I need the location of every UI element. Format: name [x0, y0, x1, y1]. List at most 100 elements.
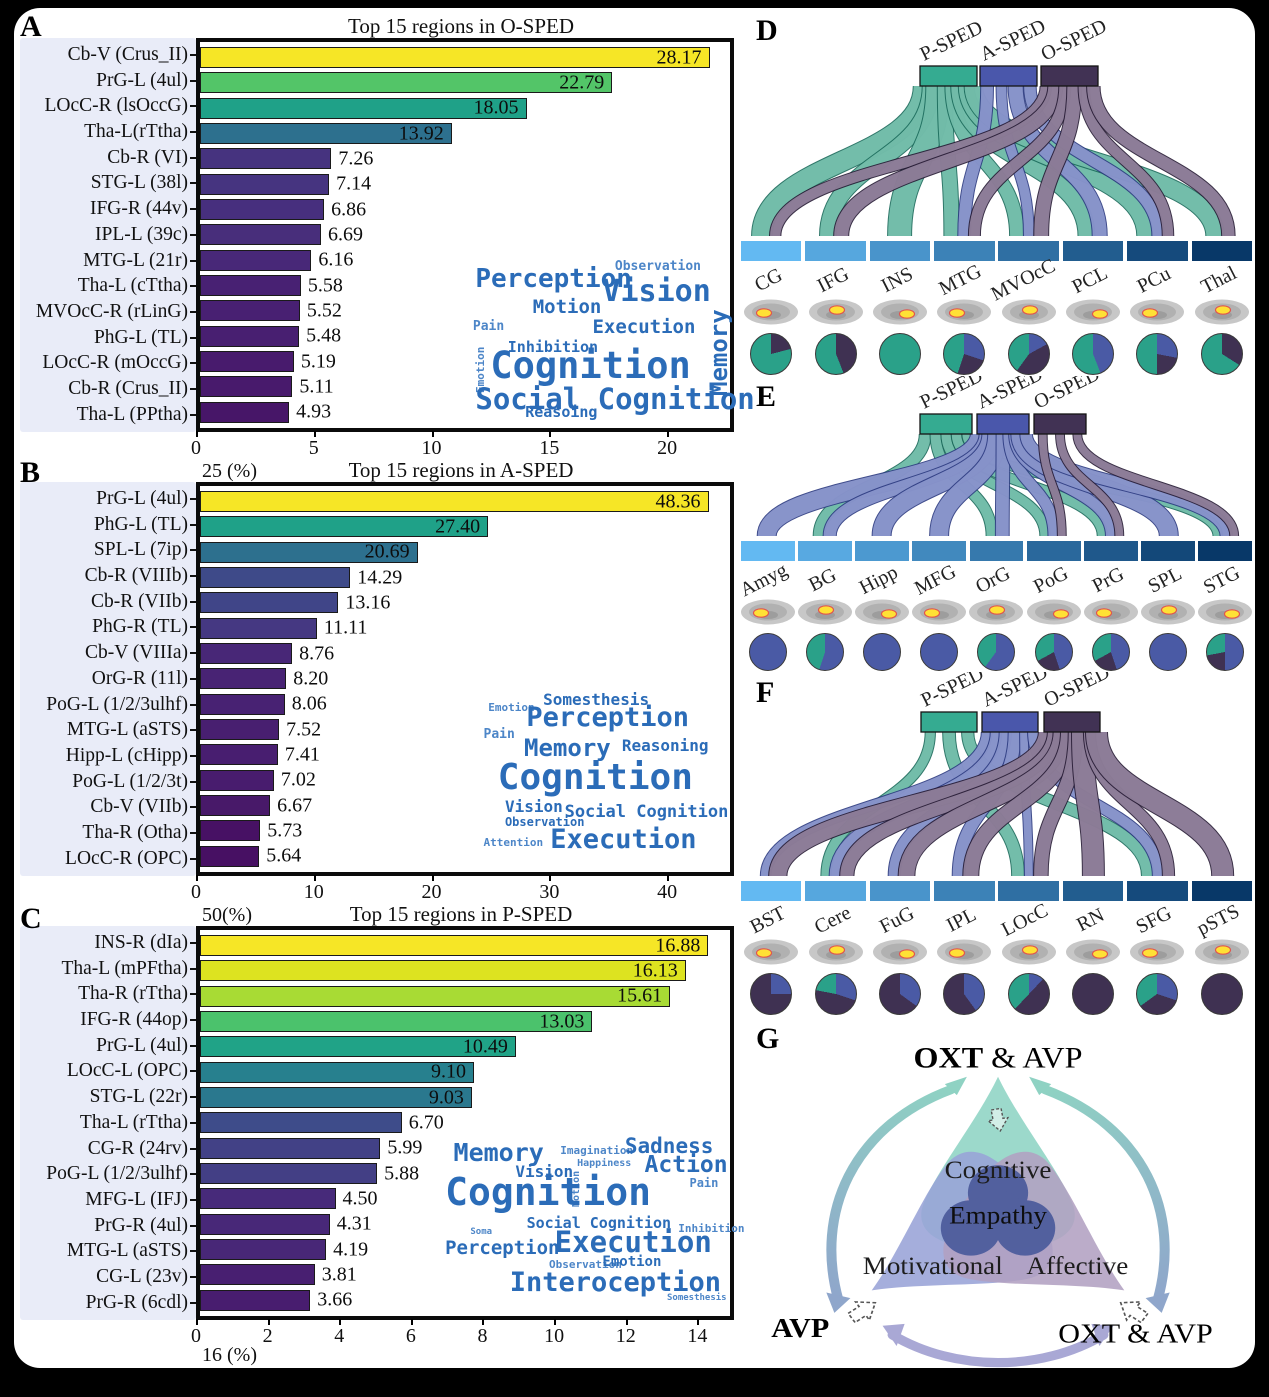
bar-category: PrG-L (4ul): [20, 70, 196, 92]
bar-category-label: Cb-R (VIIIb): [84, 565, 188, 587]
bar-value: 5.88: [384, 1162, 420, 1185]
panel-c-axis-label: 16 (%): [202, 1344, 257, 1366]
brain-map: [911, 599, 967, 630]
bar-category-label: STG-L (22r): [89, 1086, 188, 1108]
axis-tick: 2: [262, 1319, 273, 1347]
bar-category-label: Tha-R (rTtha): [78, 983, 188, 1005]
bar: [200, 351, 294, 373]
region-label: INS: [877, 262, 917, 298]
bar-category-label: Tha-L (PPtha): [76, 403, 188, 425]
brain-slice-image: [912, 599, 967, 625]
bar-value: 5.19: [300, 350, 336, 373]
wordcloud-term: Cognition: [497, 757, 693, 799]
panel-letter-c: C: [20, 902, 42, 935]
bar-row: 8.20: [200, 667, 730, 690]
bar-category: SPL-L (7ip): [20, 539, 196, 561]
panel-c-ylabels: INS-R (dIa) Tha-L (mPFtha) Tha-R (rTtha) IF…: [20, 926, 196, 1320]
sankey-source-label: P-SPED: [918, 672, 988, 711]
bar-value: 6.69: [328, 223, 363, 246]
bar-row: 5.99: [200, 1137, 730, 1159]
bar-row: 4.19: [200, 1238, 730, 1261]
bar-row: 6.70: [200, 1111, 730, 1134]
region-composition-pie: [1072, 333, 1115, 375]
sankey-ribbon-a-sped: [1020, 432, 1233, 538]
bar-category: Cb-V (Crus_II): [20, 44, 196, 66]
wordcloud-term: Perception: [526, 702, 689, 734]
bar-value: 6.16: [318, 248, 354, 271]
bar-row: 6.16: [200, 248, 730, 271]
panel-c-wordcloud: Memory Imagination Sadness Vision Happiness A…: [445, 1132, 744, 1310]
brain-slice-image: [1001, 939, 1056, 965]
bar-row: 3.66: [200, 1289, 730, 1311]
region-column: PCu: [1125, 241, 1189, 375]
bar-value: 16.88: [655, 934, 701, 957]
bar-category-label: Tha-L(rTtha): [84, 121, 188, 143]
panel-letter-g: G: [756, 1022, 780, 1055]
wordcloud-term: Memory: [453, 1137, 544, 1167]
wordcloud-term: Social Cognition: [526, 1213, 672, 1232]
wordcloud-term: Perception: [445, 1236, 560, 1259]
region-column: IPL: [932, 881, 996, 1015]
panel-a-wordcloud: Perception Observation Motion Vision Memory P…: [473, 258, 755, 420]
brain-map: [872, 939, 928, 970]
y-tick-mark: [190, 993, 196, 996]
bar-row: 16.13: [200, 959, 730, 982]
y-tick-mark: [190, 1044, 196, 1047]
bar-row: 5.58: [200, 274, 730, 297]
bar-category-label: Cb-R (Crus_II): [68, 378, 188, 400]
y-tick-mark: [190, 652, 196, 655]
bar-row: 20.69: [200, 540, 730, 563]
wordcloud-term: Pain: [483, 726, 515, 742]
bar-category: PrG-L (4ul): [20, 488, 196, 510]
y-tick-mark: [190, 967, 196, 970]
bar-value: 5.52: [306, 299, 342, 322]
bar-category: LOcC-R (OPC): [20, 848, 196, 870]
bar-row: 48.36: [200, 490, 730, 513]
panel-b-ylabels: PrG-L (4ul) PhG-L (TL) SPL-L (7ip) Cb-R (VI…: [20, 482, 196, 876]
bar-row: 5.48: [200, 325, 730, 347]
bar-row: 5.19: [200, 350, 730, 373]
wordcloud-term: Cognition: [445, 1170, 652, 1215]
bar: [200, 567, 351, 589]
bar-row: 18.05: [200, 96, 730, 119]
bar-value: 20.69: [364, 540, 410, 563]
region-label-wrap: IFG: [803, 261, 867, 299]
wordcloud-term: Execution: [592, 316, 696, 339]
bar-value: 18.05: [473, 96, 519, 119]
wordcloud-term: Observation: [614, 258, 701, 274]
bar-category-label: Cb-V (Crus_II): [67, 43, 188, 65]
region-label: SFG: [1132, 901, 1176, 939]
bar: [200, 401, 290, 423]
region-node: [797, 541, 852, 561]
wordcloud-term: Soma: [470, 1227, 493, 1238]
bar-row: 27.40: [200, 515, 730, 538]
region-label: FuG: [876, 902, 918, 938]
sankey-ribbon-o-sped: [1087, 85, 1235, 237]
bar: [200, 744, 278, 766]
y-tick-mark: [190, 832, 196, 835]
bar-category-label: Hipp-L (cHipp): [65, 745, 188, 767]
y-tick-mark: [190, 131, 196, 134]
bar-category: PoG-L (1/2/3ulhf): [20, 1163, 196, 1185]
brain-slice-image: [808, 299, 863, 325]
y-tick-mark: [190, 941, 196, 944]
panel-e-regions: Amyg BG Hipp MFG OrG PoG PrG SPL STG: [736, 541, 1255, 671]
bar-category: Cb-R (VIIb): [20, 591, 196, 613]
brain-slice-image: [1026, 599, 1081, 625]
sankey-source-node-p-sped: [920, 711, 978, 733]
bar-category: MTG-L (21r): [20, 250, 196, 272]
bar-row: 4.31: [200, 1213, 730, 1235]
y-tick-mark: [190, 1147, 196, 1150]
bar-category-label: LOcC-R (OPC): [65, 847, 188, 869]
region-label-wrap: OrG: [968, 561, 1025, 599]
region-node: [1084, 541, 1138, 561]
bar-row: 8.76: [200, 642, 730, 665]
y-tick-mark: [190, 755, 196, 758]
bar-category: IFG-R (44v): [20, 198, 196, 220]
axis-tick: 20: [657, 431, 678, 459]
brain-slice-image: [797, 599, 852, 625]
sankey-source-label: O-SPED: [1038, 15, 1111, 65]
bar-category-label: LOcC-R (mOccG): [42, 352, 188, 374]
bar-value: 5.64: [266, 844, 302, 867]
y-tick-mark: [190, 79, 196, 82]
